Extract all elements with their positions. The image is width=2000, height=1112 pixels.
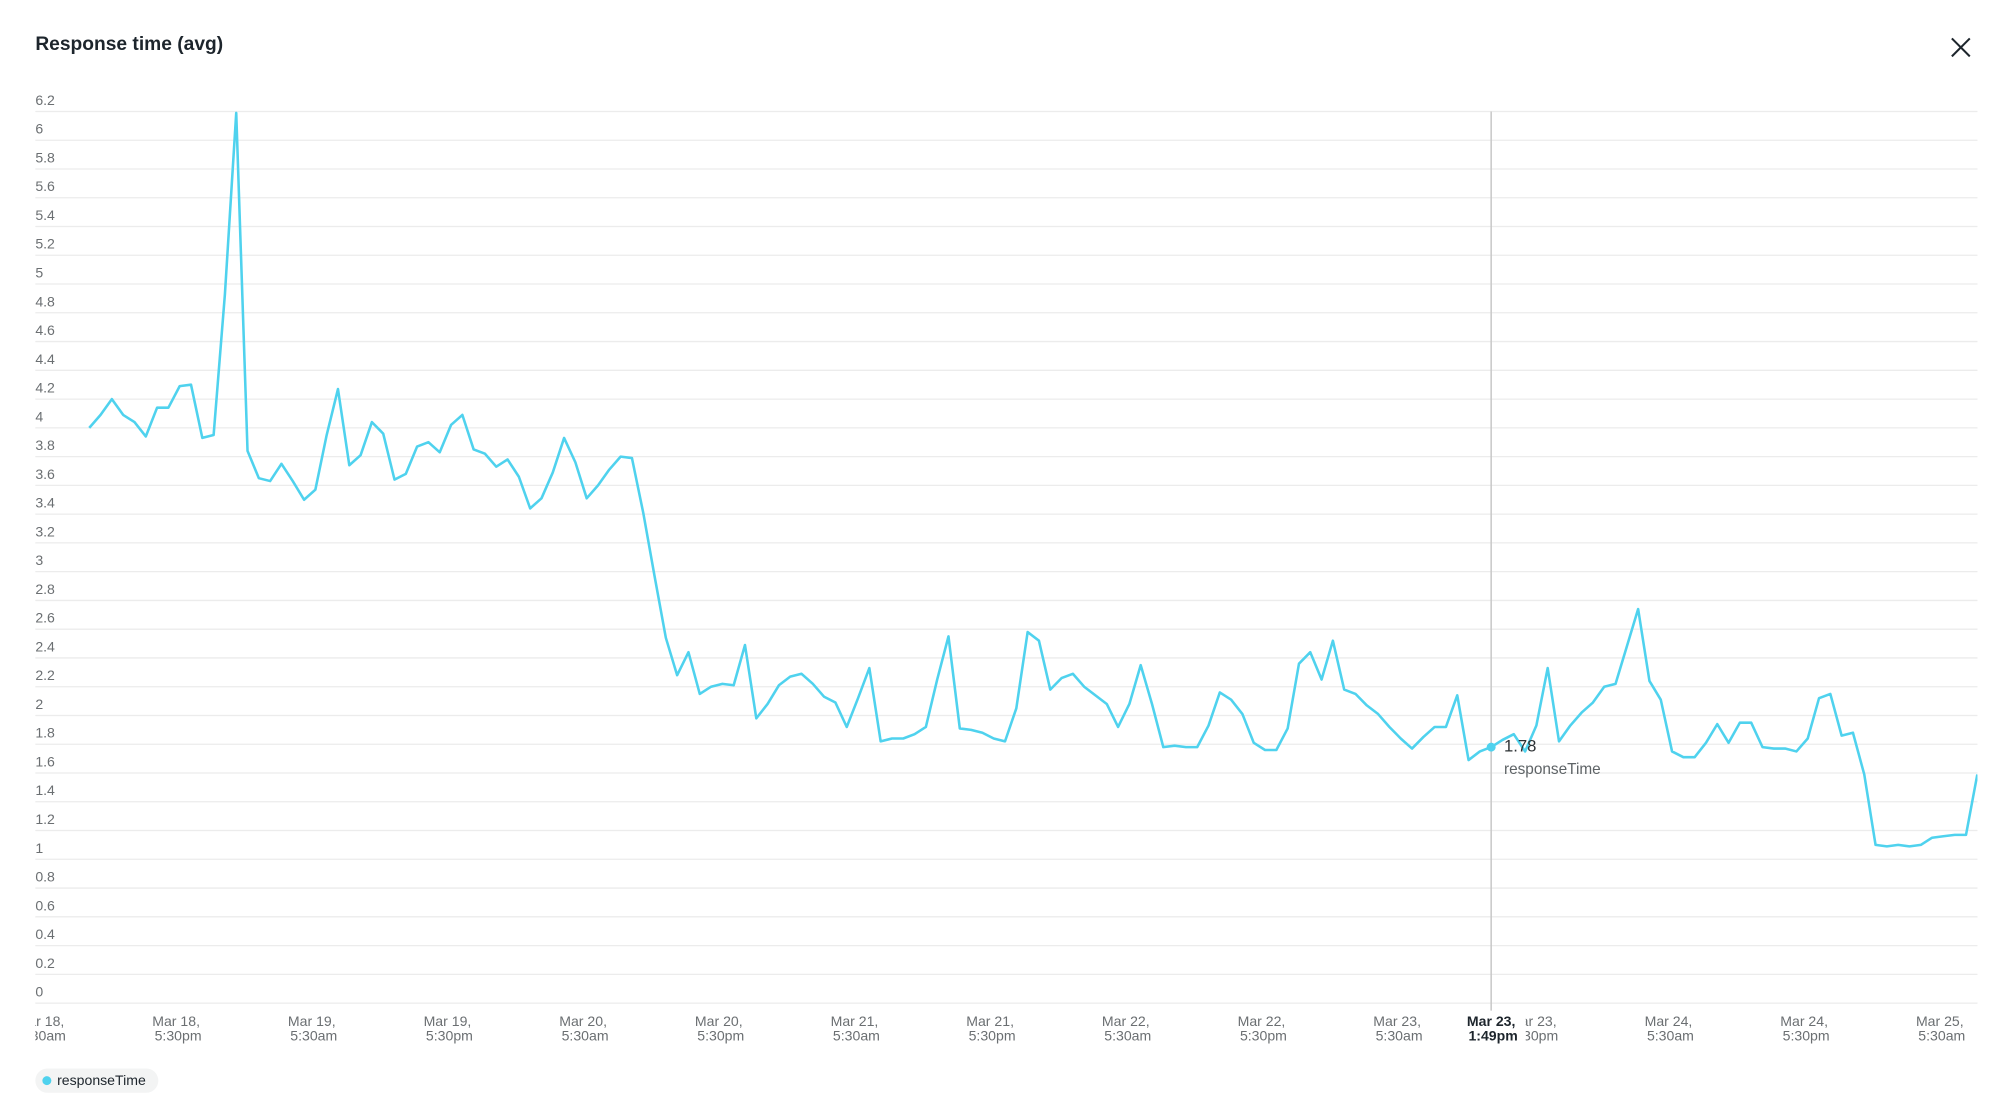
x-tick-label: Mar 18, 5:30am bbox=[15, 1013, 66, 1043]
y-tick-label: 1.4 bbox=[35, 782, 55, 798]
close-button[interactable] bbox=[1951, 37, 1971, 58]
y-tick-label: 2 bbox=[35, 696, 43, 712]
x-tick-label: Mar 24, 5:30am bbox=[1643, 1013, 1694, 1043]
y-tick-label: 0.8 bbox=[35, 869, 55, 885]
y-tick-label: 6 bbox=[35, 121, 43, 137]
close-icon bbox=[1951, 37, 1971, 58]
x-tick-label: Mar 18, 5:30pm bbox=[151, 1013, 202, 1043]
y-tick-label: 0.4 bbox=[35, 926, 55, 942]
y-tick-label: 5.6 bbox=[35, 178, 55, 194]
x-axis: Mar 18, 5:30am Mar 18, 5:30pm Mar 19, 5:30… bbox=[15, 1013, 1965, 1043]
y-tick-label: 4.2 bbox=[35, 380, 55, 396]
y-tick-label: 1.6 bbox=[35, 753, 55, 769]
y-tick-label: 0 bbox=[35, 984, 43, 1000]
y-tick-label: 3.8 bbox=[35, 437, 55, 453]
y-tick-label: 2.2 bbox=[35, 667, 55, 683]
y-tick-label: 4.6 bbox=[35, 322, 55, 338]
x-tick-label: Mar 21, 5:30am bbox=[829, 1013, 880, 1043]
y-tick-label: 4.4 bbox=[35, 351, 55, 367]
y-tick-label: 0.2 bbox=[35, 955, 55, 971]
data-line bbox=[88, 111, 1978, 848]
legend[interactable]: responseTime bbox=[35, 1068, 159, 1093]
y-tick-label: 4.8 bbox=[35, 293, 55, 309]
plot-area bbox=[88, 111, 1978, 848]
crosshair-label-bg bbox=[1456, 1010, 1526, 1045]
y-tick-label: 6.2 bbox=[35, 92, 55, 108]
x-tick-label: Mar 19, 5:30pm bbox=[422, 1013, 473, 1043]
y-tick-label: 2.6 bbox=[35, 610, 55, 626]
overlay: 1.78 responseTime Mar 23, 1:49pm bbox=[1456, 111, 1601, 1045]
y-tick-label: 0.6 bbox=[35, 897, 55, 913]
tooltip-value: 1.78 bbox=[1504, 737, 1536, 756]
y-tick-label: 5 bbox=[35, 265, 43, 281]
x-tick-label: Mar 24, 5:30pm bbox=[1779, 1013, 1830, 1043]
x-tick-label: Mar 22, 5:30pm bbox=[1236, 1013, 1287, 1043]
x-tick-label: Mar 25, 5:30am bbox=[1914, 1013, 1965, 1043]
hover-point bbox=[1486, 742, 1496, 752]
y-tick-label: 3.6 bbox=[35, 466, 55, 482]
x-tick-label: Mar 22, 5:30am bbox=[1100, 1013, 1151, 1043]
y-tick-label: 1.8 bbox=[35, 725, 55, 741]
y-tick-label: 1.2 bbox=[35, 811, 55, 827]
chart-title: Response time (avg) bbox=[35, 34, 223, 55]
y-tick-label: 1 bbox=[35, 840, 43, 856]
legend-chip bbox=[35, 1068, 159, 1093]
x-tick-label: Mar 23, 5:30am bbox=[1372, 1013, 1423, 1043]
crosshair-label: Mar 23, 1:49pm bbox=[1465, 1013, 1518, 1043]
y-tick-label: 5.2 bbox=[35, 236, 55, 252]
y-tick-label: 3.2 bbox=[35, 523, 55, 539]
y-tick-label: 2.4 bbox=[35, 638, 55, 654]
y-tick-label: 5.4 bbox=[35, 207, 55, 223]
y-tick-label: 5.8 bbox=[35, 149, 55, 165]
y-tick-label: 2.8 bbox=[35, 581, 55, 597]
x-tick-label: Mar 20, 5:30pm bbox=[693, 1013, 744, 1043]
x-tick-label: Mar 21, 5:30pm bbox=[965, 1013, 1016, 1043]
y-tick-label: 4 bbox=[35, 408, 43, 424]
legend-swatch bbox=[42, 1076, 52, 1086]
x-tick-label: Mar 20, 5:30am bbox=[558, 1013, 609, 1043]
x-tick-label: Mar 19, 5:30am bbox=[286, 1013, 337, 1043]
y-tick-label: 3 bbox=[35, 552, 43, 568]
legend-label: responseTime bbox=[57, 1072, 146, 1088]
y-tick-label: 3.4 bbox=[35, 495, 55, 511]
tooltip-series: responseTime bbox=[1504, 761, 1601, 778]
